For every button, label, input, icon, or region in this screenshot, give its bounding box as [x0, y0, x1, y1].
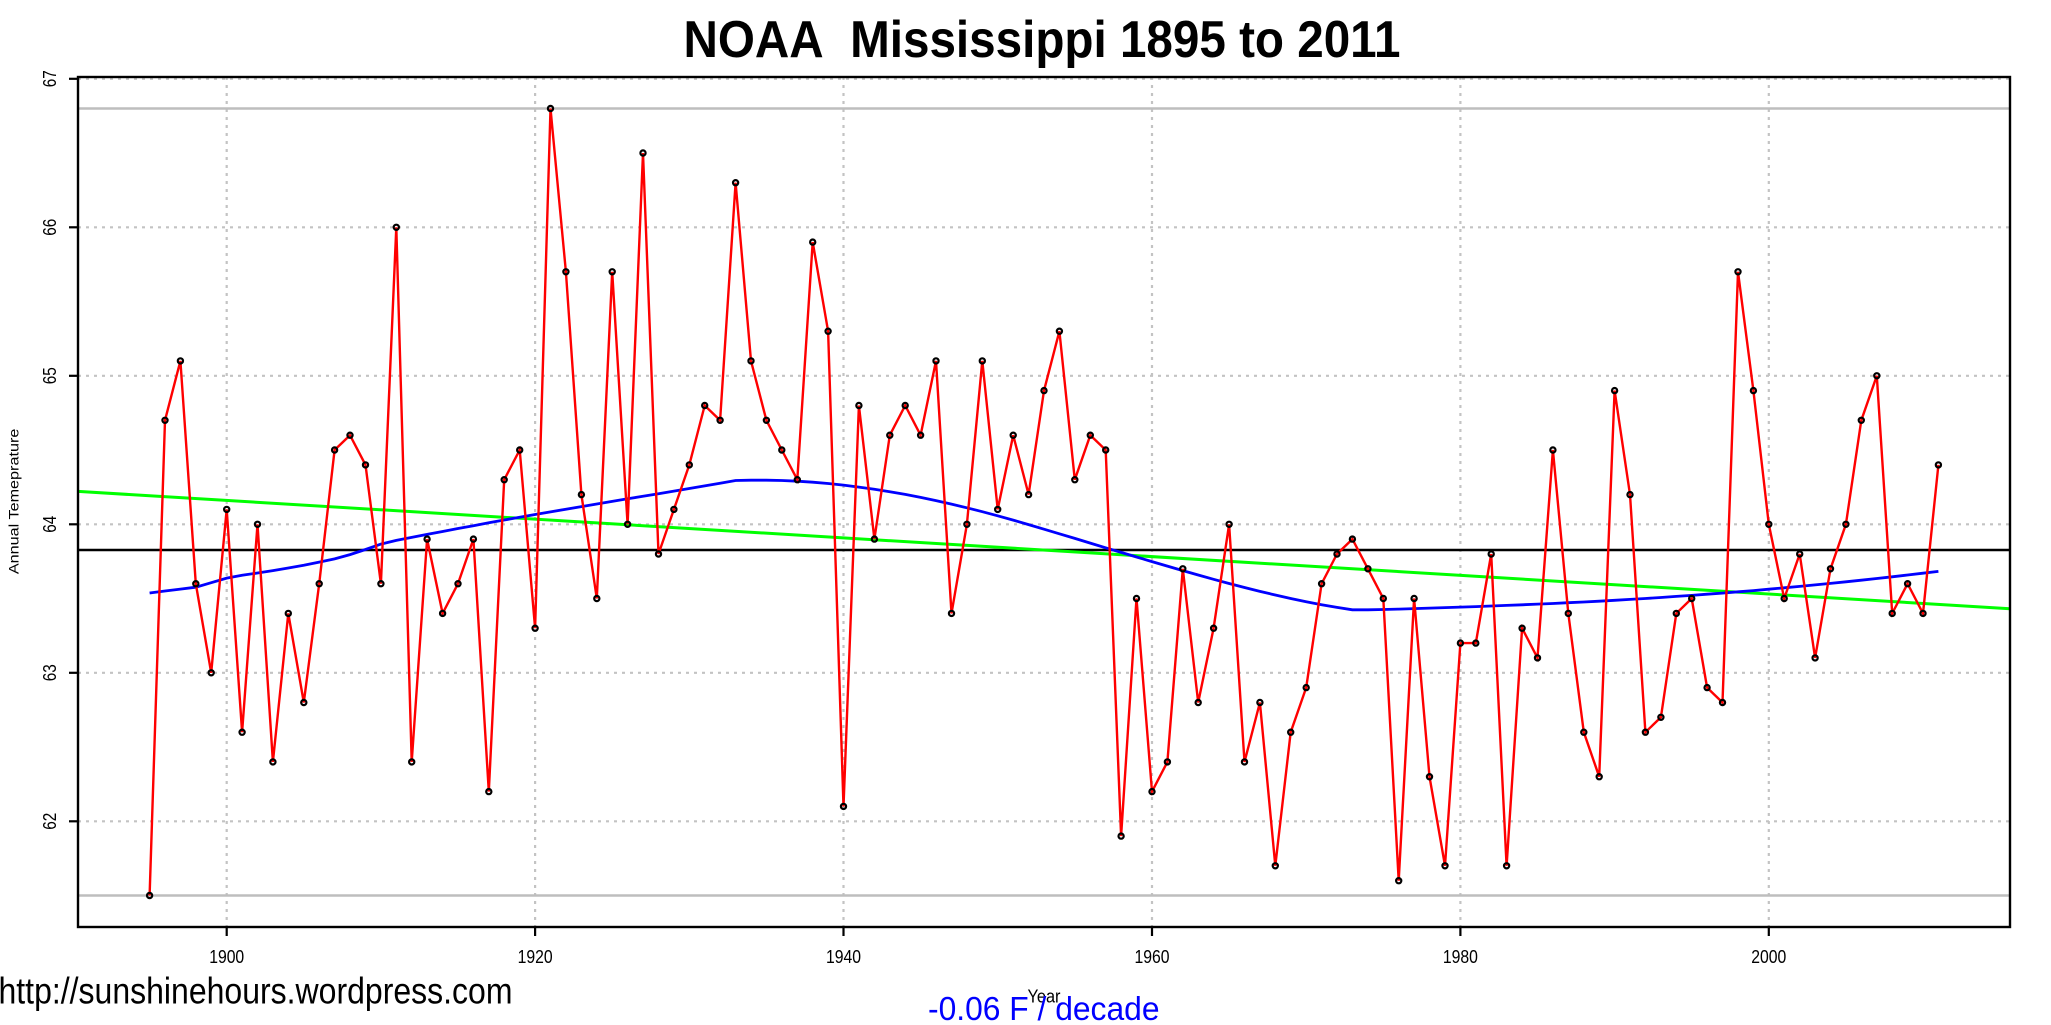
- svg-text:1900: 1900: [209, 946, 244, 967]
- svg-text:http://sunshinehours.wordpress: http://sunshinehours.wordpress.com: [0, 970, 513, 1012]
- svg-text:1940: 1940: [826, 946, 861, 967]
- svg-text:65: 65: [40, 367, 60, 384]
- svg-text:1920: 1920: [518, 946, 553, 967]
- svg-text:-0.06 F / decade: -0.06 F / decade: [928, 990, 1160, 1025]
- svg-text:1980: 1980: [1443, 946, 1478, 967]
- svg-text:Annual Temeprature: Annual Temeprature: [5, 428, 21, 574]
- svg-text:64: 64: [40, 516, 60, 533]
- svg-text:Year: Year: [1028, 986, 1061, 1007]
- svg-text:NOAA Mississippi 1895 to 2011: NOAA Mississippi 1895 to 2011: [684, 11, 1401, 69]
- svg-text:62: 62: [40, 813, 60, 830]
- svg-text:67: 67: [40, 70, 60, 87]
- svg-text:1960: 1960: [1135, 946, 1170, 967]
- svg-text:2000: 2000: [1751, 946, 1786, 967]
- svg-text:66: 66: [40, 219, 60, 236]
- svg-text:63: 63: [40, 664, 60, 681]
